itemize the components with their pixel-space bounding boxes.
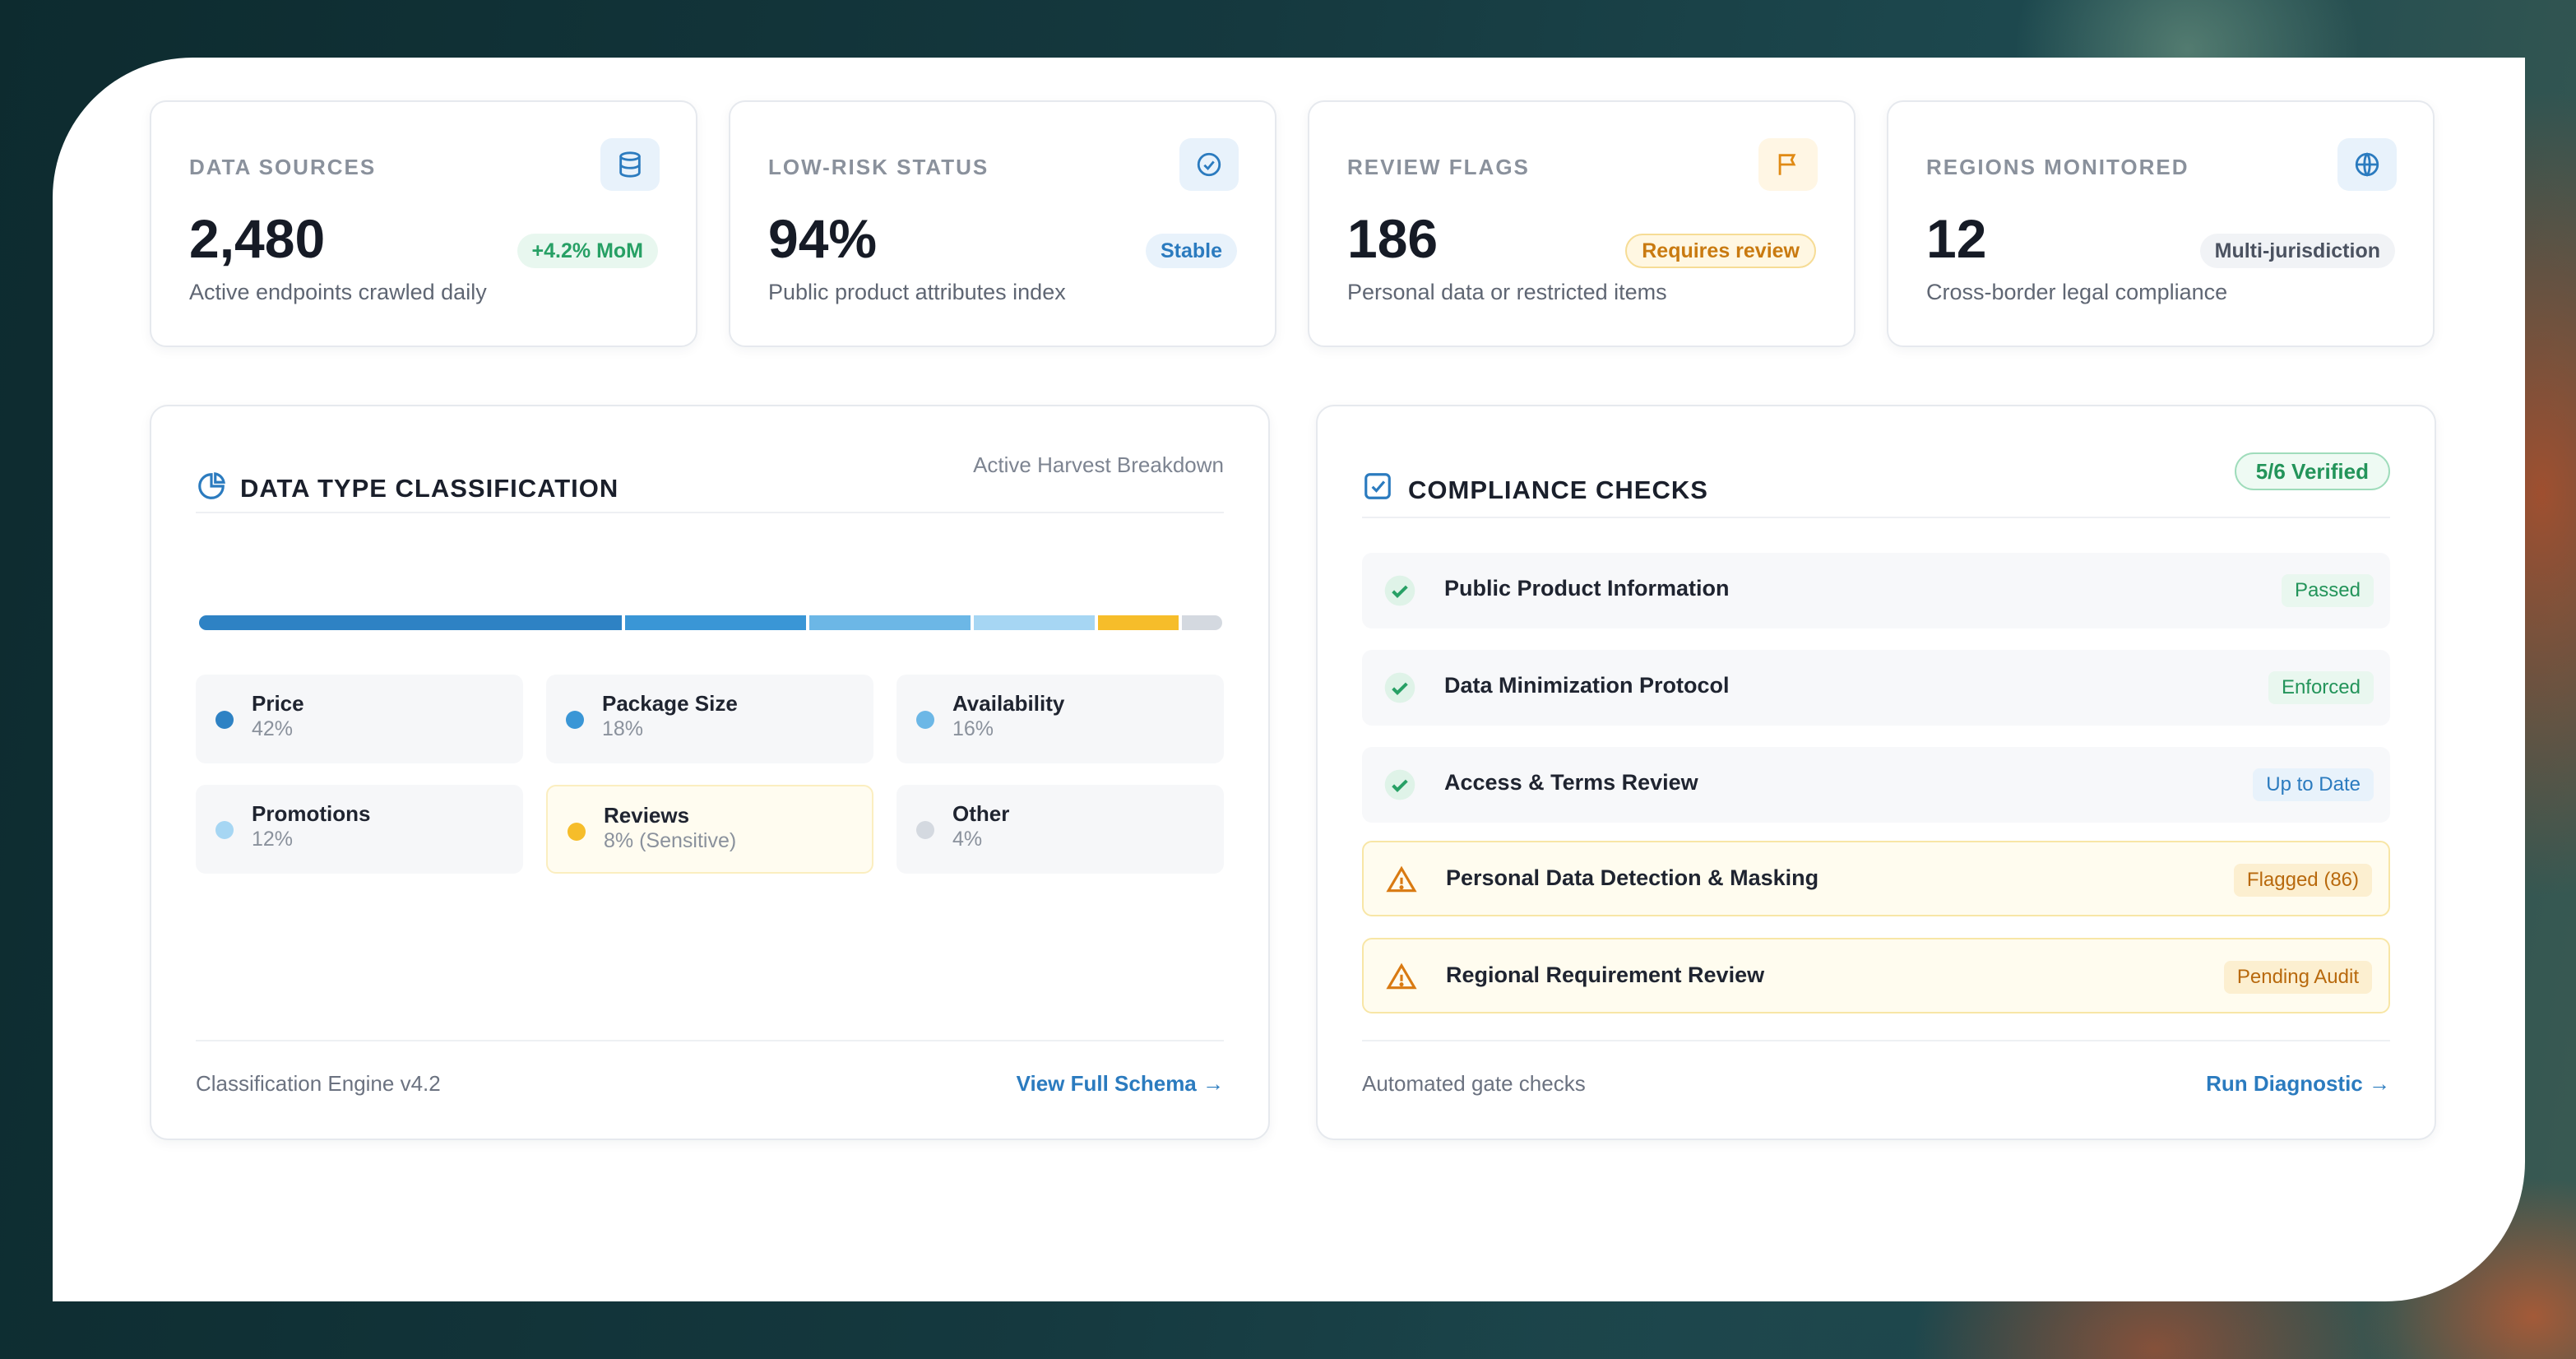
warning-icon — [1383, 959, 1420, 995]
check-status: Enforced — [2268, 671, 2374, 704]
check-icon — [1382, 573, 1418, 609]
legend-percent: 12% — [252, 828, 294, 851]
stat-card-low-risk: LOW-RISK STATUS 94% Stable Public produc… — [729, 100, 1276, 347]
run-diagnostic-link[interactable]: Run Diagnostic → — [2206, 1071, 2390, 1096]
legend-dot — [916, 711, 934, 729]
stat-value: 2,480 — [189, 208, 326, 269]
legend-name: Reviews — [604, 803, 690, 828]
check-row[interactable]: Access & Terms Review Up to Date — [1362, 747, 2390, 823]
divider — [196, 1040, 1224, 1041]
check-status: Flagged (86) — [2233, 864, 2372, 897]
database-icon — [600, 138, 660, 191]
stat-label: REGIONS MONITORED — [1926, 155, 2189, 179]
stat-card-regions: REGIONS MONITORED 12 Multi-jurisdiction … — [1887, 100, 2435, 347]
check-row[interactable]: Regional Requirement Review Pending Audi… — [1362, 938, 2390, 1013]
legend-percent: 8% (Sensitive) — [604, 829, 737, 852]
stat-label: DATA SOURCES — [189, 155, 377, 179]
footer-note: Automated gate checks — [1362, 1071, 1586, 1096]
globe-icon — [2337, 138, 2397, 191]
check-label: Regional Requirement Review — [1446, 962, 1765, 987]
stat-description: Personal data or restricted items — [1347, 280, 1667, 304]
stat-card-review-flags: REVIEW FLAGS 186 Requires review Persona… — [1308, 100, 1856, 347]
review-badge: Requires review — [1625, 234, 1816, 268]
status-badge: Stable — [1145, 234, 1237, 268]
stat-value: 186 — [1347, 208, 1439, 269]
verified-badge: 5/6 Verified — [2234, 452, 2390, 490]
segment-reviews — [1098, 615, 1179, 630]
legend-name: Promotions — [252, 801, 371, 826]
legend-item-reviews: Reviews 8% (Sensitive) — [546, 785, 873, 874]
divider — [1362, 1040, 2390, 1041]
view-full-schema-link[interactable]: View Full Schema → — [1016, 1071, 1224, 1096]
stat-label: REVIEW FLAGS — [1347, 155, 1530, 179]
engine-version: Classification Engine v4.2 — [196, 1071, 441, 1096]
check-status: Pending Audit — [2223, 961, 2372, 994]
legend-percent: 18% — [602, 717, 644, 740]
segment-promotions — [974, 615, 1096, 630]
stat-label: LOW-RISK STATUS — [768, 155, 989, 179]
legend-item-other: Other 4% — [897, 785, 1224, 874]
legend-dot — [566, 711, 584, 729]
check-label: Access & Terms Review — [1444, 770, 1698, 795]
stat-description: Public product attributes index — [768, 280, 1066, 304]
legend-name: Price — [252, 691, 304, 716]
legend-name: Package Size — [602, 691, 738, 716]
trend-badge: +4.2% MoM — [517, 234, 658, 268]
legend-item-package-size: Package Size 18% — [546, 675, 873, 763]
pie-chart-icon — [196, 471, 227, 502]
legend-dot — [215, 711, 234, 729]
legend-item-promotions: Promotions 12% — [196, 785, 523, 874]
legend-percent: 42% — [252, 717, 294, 740]
panel-title: DATA TYPE CLASSIFICATION — [240, 474, 619, 503]
segment-price — [199, 615, 623, 630]
segment-package-size — [625, 615, 807, 630]
divider — [196, 512, 1224, 513]
legend-dot — [916, 821, 934, 839]
divider — [1362, 517, 2390, 518]
checkbox-icon — [1362, 471, 1393, 502]
panel-subtitle: Active Harvest Breakdown — [973, 452, 1224, 477]
check-row[interactable]: Public Product Information Passed — [1362, 553, 2390, 628]
legend-percent: 16% — [952, 717, 994, 740]
stat-value: 12 — [1926, 208, 1987, 269]
stat-card-data-sources: DATA SOURCES 2,480 +4.2% MoM Active endp… — [150, 100, 697, 347]
check-status: Passed — [2281, 574, 2374, 607]
check-row[interactable]: Personal Data Detection & Masking Flagge… — [1362, 841, 2390, 916]
compliance-checks-panel: COMPLIANCE CHECKS 5/6 Verified Public Pr… — [1316, 405, 2436, 1140]
legend-item-availability: Availability 16% — [897, 675, 1224, 763]
segment-other — [1182, 615, 1222, 630]
segment-availability — [809, 615, 971, 630]
check-status: Up to Date — [2253, 768, 2374, 801]
check-label: Public Product Information — [1444, 576, 1730, 601]
legend-item-price: Price 42% — [196, 675, 523, 763]
check-icon — [1382, 670, 1418, 706]
legend-dot — [568, 823, 586, 841]
warning-icon — [1383, 862, 1420, 898]
distribution-bar — [199, 615, 1222, 630]
legend-name: Availability — [952, 691, 1065, 716]
check-icon — [1382, 767, 1418, 803]
stat-value: 94% — [768, 208, 878, 269]
legend-name: Other — [952, 801, 1010, 826]
flag-icon — [1758, 138, 1818, 191]
region-badge: Multi-jurisdiction — [2199, 234, 2395, 268]
panel-title: COMPLIANCE CHECKS — [1408, 475, 1708, 504]
stat-description: Active endpoints crawled daily — [189, 280, 487, 304]
data-type-classification-panel: DATA TYPE CLASSIFICATION Active Harvest … — [150, 405, 1270, 1140]
check-circle-icon — [1179, 138, 1239, 191]
legend-dot — [215, 821, 234, 839]
check-label: Data Minimization Protocol — [1444, 673, 1730, 698]
stat-description: Cross-border legal compliance — [1926, 280, 2228, 304]
legend-percent: 4% — [952, 828, 983, 851]
check-row[interactable]: Data Minimization Protocol Enforced — [1362, 650, 2390, 726]
check-label: Personal Data Detection & Masking — [1446, 865, 1819, 890]
